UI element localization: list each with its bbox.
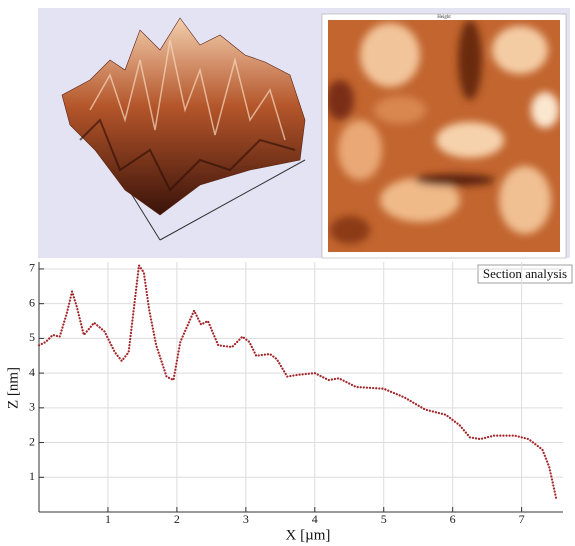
title-box [477, 264, 573, 284]
x-tick-label: 3 [243, 512, 249, 526]
x-tick-label: 5 [381, 512, 387, 526]
x-axis-label: X [µm] [286, 527, 331, 543]
x-tick-label: 2 [174, 512, 180, 526]
y-tick-label: 5 [29, 330, 35, 344]
x-tick-label: 7 [519, 512, 525, 526]
y-tick-label: 3 [29, 400, 35, 414]
y-tick-label: 1 [29, 469, 35, 483]
map-title: Height [437, 15, 451, 20]
chart-title: Section analysis [483, 266, 567, 281]
y-tick-label: 6 [29, 295, 35, 309]
y-tick-label: 7 [29, 261, 35, 275]
y-axis-label: Z [nm] [5, 367, 21, 409]
x-tick-label: 4 [312, 512, 318, 526]
line-series [37, 262, 558, 500]
x-tick-label: 6 [450, 512, 456, 526]
afm-3d-image [61, 17, 306, 241]
y-tick-label: 2 [29, 434, 35, 448]
x-tick-label: 1 [105, 512, 111, 526]
y-tick-label: 4 [29, 365, 35, 379]
afm-height-map: Height [321, 13, 567, 259]
